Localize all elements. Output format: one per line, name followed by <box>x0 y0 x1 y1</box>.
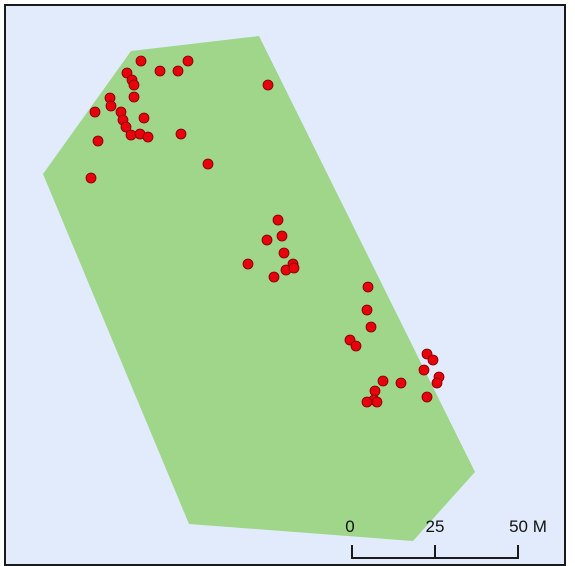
sample-point <box>350 340 362 352</box>
sample-point <box>89 106 101 118</box>
sample-point <box>128 91 140 103</box>
sample-point <box>202 158 214 170</box>
sample-point <box>92 135 104 147</box>
sample-point <box>418 364 430 376</box>
sample-point <box>182 55 194 67</box>
sample-point <box>371 396 383 408</box>
sample-point <box>242 258 254 270</box>
sample-point <box>142 131 154 143</box>
sample-point <box>365 321 377 333</box>
sample-point <box>172 65 184 77</box>
sample-point <box>276 230 288 242</box>
sample-point <box>154 65 166 77</box>
survey-area-polygon <box>43 36 475 541</box>
sample-point <box>362 281 374 293</box>
map-canvas: 0 25 50 M <box>6 6 564 564</box>
sample-point <box>105 100 117 112</box>
sample-point <box>138 112 150 124</box>
scale-bar-label-50: 50 M <box>509 517 547 536</box>
sample-point <box>135 55 147 67</box>
scale-bar-label-0: 0 <box>345 517 354 536</box>
sample-point <box>288 262 300 274</box>
sample-point <box>278 247 290 259</box>
sample-point <box>272 214 284 226</box>
sample-point <box>369 385 381 397</box>
scale-bar-label-25: 25 <box>426 517 445 536</box>
sample-point <box>421 391 433 403</box>
sample-point <box>261 234 273 246</box>
sample-point <box>427 354 439 366</box>
sample-point <box>268 271 280 283</box>
sample-point <box>175 128 187 140</box>
sample-point <box>125 129 137 141</box>
sample-point <box>431 377 443 389</box>
scale-bar: 0 25 50 M <box>345 517 547 559</box>
sample-point <box>262 79 274 91</box>
sample-point <box>361 396 373 408</box>
sample-point <box>128 79 140 91</box>
sample-points-layer <box>85 55 445 408</box>
sample-point <box>120 121 132 133</box>
sample-point <box>85 172 97 184</box>
sample-point <box>377 375 389 387</box>
sample-point <box>361 304 373 316</box>
sample-point <box>395 377 407 389</box>
map-frame: 0 25 50 M <box>4 4 566 566</box>
